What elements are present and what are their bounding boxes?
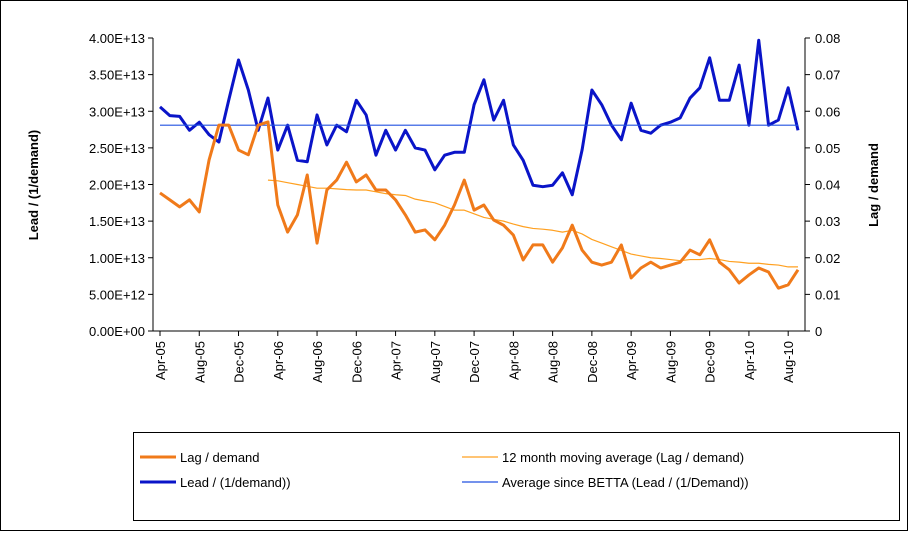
x-tick-label: Dec-06 (349, 341, 364, 383)
y2-tick-label: 0.04 (815, 178, 840, 193)
series-line (158, 38, 800, 197)
y2-tick-label: 0.06 (815, 104, 840, 119)
legend-label: Lead / (1/demand)) (180, 475, 291, 490)
x-tick-label: Aug-07 (428, 341, 443, 383)
y2-tick-label: 0.01 (815, 287, 840, 302)
y-tick-label: 1.00E+13 (89, 251, 145, 266)
x-tick-label: Dec-05 (232, 341, 247, 383)
y-axis-title: Lead / (1/demand) (26, 130, 41, 241)
y-tick-label: 3.50E+13 (89, 68, 145, 83)
x-tick-label: Dec-09 (703, 341, 718, 383)
y2-tick-label: 0.05 (815, 141, 840, 156)
y-tick-label: 5.00E+12 (89, 287, 145, 302)
y-tick-label: 1.50E+13 (89, 214, 145, 229)
x-tick-label: Apr-06 (271, 341, 286, 380)
x-tick-label: Apr-09 (624, 341, 639, 380)
y-tick-label: 3.00E+13 (89, 104, 145, 119)
series-line (267, 179, 798, 268)
legend-label: Average since BETTA (Lead / (1/Demand)) (502, 475, 749, 490)
legend-box (133, 432, 900, 521)
y2-axis-title: Lag / demand (866, 143, 881, 227)
x-tick-label: Apr-05 (153, 341, 168, 380)
y2-tick-label: 0.03 (815, 214, 840, 229)
x-tick-label: Aug-09 (663, 341, 678, 383)
series-line (159, 120, 800, 290)
y-tick-label: 4.00E+13 (89, 31, 145, 46)
legend-label: Lag / demand (180, 450, 260, 465)
x-tick-label: Aug-06 (310, 341, 325, 383)
x-tick-label: Aug-08 (546, 341, 561, 383)
x-tick-label: Dec-07 (467, 341, 482, 383)
legend-label: 12 month moving average (Lag / demand) (502, 450, 744, 465)
x-tick-label: Apr-08 (506, 341, 521, 380)
y2-tick-label: 0.08 (815, 31, 840, 46)
y2-tick-label: 0.02 (815, 251, 840, 266)
y-tick-label: 0.00E+00 (89, 324, 145, 339)
y2-tick-label: 0.07 (815, 68, 840, 83)
x-tick-label: Aug-10 (781, 341, 796, 383)
y-tick-label: 2.50E+13 (89, 141, 145, 156)
x-tick-label: Apr-10 (742, 341, 757, 380)
y-tick-label: 2.00E+13 (89, 178, 145, 193)
x-tick-label: Apr-07 (389, 341, 404, 380)
y2-tick-label: 0 (815, 324, 822, 339)
x-tick-label: Dec-08 (585, 341, 600, 383)
x-tick-label: Aug-05 (192, 341, 207, 383)
